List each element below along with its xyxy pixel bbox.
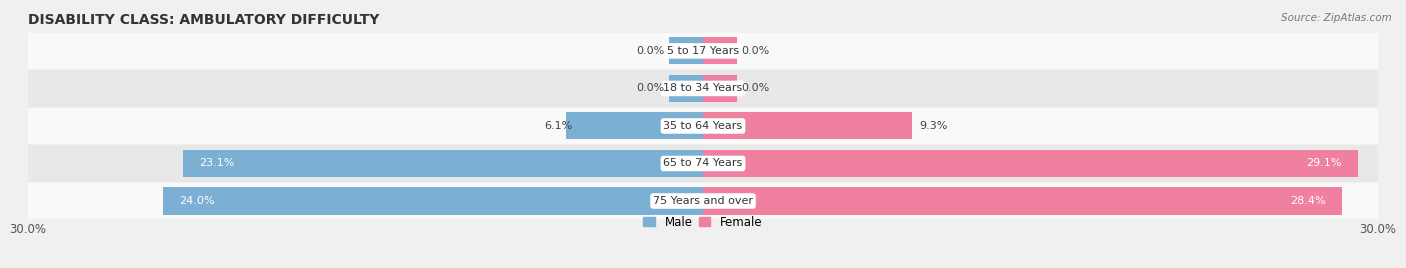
- Bar: [703, 188, 1341, 214]
- Bar: [565, 113, 703, 139]
- Text: 35 to 64 Years: 35 to 64 Years: [664, 121, 742, 131]
- Text: 0.0%: 0.0%: [637, 46, 665, 56]
- Text: 9.3%: 9.3%: [920, 121, 948, 131]
- Text: 6.1%: 6.1%: [544, 121, 572, 131]
- Text: 65 to 74 Years: 65 to 74 Years: [664, 158, 742, 169]
- Text: 5 to 17 Years: 5 to 17 Years: [666, 46, 740, 56]
- Legend: Male, Female: Male, Female: [644, 216, 762, 229]
- Text: 24.0%: 24.0%: [179, 196, 214, 206]
- Text: 23.1%: 23.1%: [200, 158, 235, 169]
- Text: 0.0%: 0.0%: [741, 46, 769, 56]
- Bar: [703, 113, 912, 139]
- Text: 28.4%: 28.4%: [1291, 196, 1326, 206]
- Bar: [703, 150, 1358, 177]
- Bar: [28, 183, 1378, 219]
- Text: 0.0%: 0.0%: [637, 83, 665, 94]
- Bar: [163, 188, 703, 214]
- Bar: [703, 38, 737, 64]
- Text: 29.1%: 29.1%: [1306, 158, 1341, 169]
- Bar: [28, 32, 1378, 69]
- Bar: [183, 150, 703, 177]
- Text: 75 Years and over: 75 Years and over: [652, 196, 754, 206]
- Bar: [669, 75, 703, 102]
- Text: Source: ZipAtlas.com: Source: ZipAtlas.com: [1281, 13, 1392, 23]
- Bar: [28, 107, 1378, 144]
- Text: 18 to 34 Years: 18 to 34 Years: [664, 83, 742, 94]
- Bar: [28, 145, 1378, 182]
- Bar: [669, 38, 703, 64]
- Bar: [703, 75, 737, 102]
- Text: 0.0%: 0.0%: [741, 83, 769, 94]
- Bar: [28, 70, 1378, 107]
- Text: DISABILITY CLASS: AMBULATORY DIFFICULTY: DISABILITY CLASS: AMBULATORY DIFFICULTY: [28, 13, 380, 27]
